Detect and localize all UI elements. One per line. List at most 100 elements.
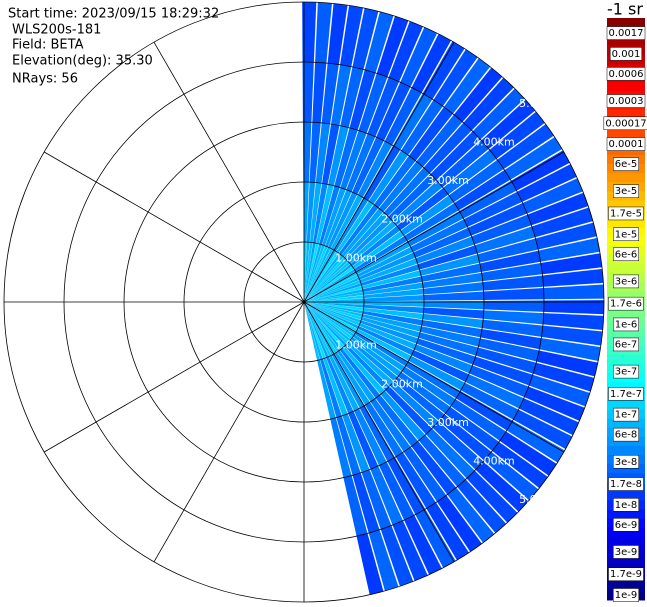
ray-gate (475, 347, 537, 374)
ray-gate (423, 282, 484, 295)
colorbar-label-box (606, 94, 646, 108)
ray-gate (361, 469, 392, 530)
ray-gate (380, 525, 414, 587)
colorbar-label-box (613, 498, 639, 512)
ray-gate (304, 269, 356, 302)
start-time: Start time: 2023/09/15 18:29:32 (8, 7, 219, 22)
ray-gate (304, 302, 353, 340)
ray-gate (423, 122, 472, 174)
ray-layer (302, 1, 604, 595)
ray-gate (478, 338, 540, 362)
ray-gate (357, 246, 414, 277)
range-ring (183, 181, 425, 423)
ray-gate (328, 192, 358, 249)
range-ring-label: 4.00km (473, 454, 515, 467)
colorbar-tick-label: 0.00017 (605, 118, 646, 129)
ray-gate (482, 319, 543, 337)
ray-gate (304, 286, 363, 302)
ray-gate (365, 402, 403, 457)
ray-gate (398, 371, 451, 414)
ray-gate (389, 381, 439, 428)
ray-gate (480, 329, 542, 350)
ray-gate (467, 203, 528, 236)
colorbar-label-box (613, 364, 639, 379)
ray-gate (400, 195, 454, 236)
ray-gate (378, 161, 423, 212)
ray-gate (336, 415, 361, 476)
ray-gate (363, 282, 424, 296)
colorbar-tick-label: 1e-9 (615, 590, 638, 601)
ray-gate (411, 33, 452, 93)
colorbar-tick-label: 3e-6 (615, 276, 638, 287)
ray-gate (543, 284, 604, 300)
colorbar-label-box (606, 67, 646, 81)
ray-gate (527, 192, 589, 226)
ray-gate (416, 114, 463, 167)
ray-gate (450, 399, 507, 441)
ray-gate (304, 243, 319, 302)
ray-gate (359, 258, 418, 283)
ray-gate (304, 249, 337, 302)
ray-gate (511, 150, 570, 191)
ray-gate (304, 302, 362, 323)
colorbar-segment (607, 127, 645, 137)
ray-gate (392, 520, 428, 581)
ray-gate (309, 182, 322, 243)
ray-gate (351, 336, 402, 377)
ray-gate (334, 127, 358, 188)
colorbar-label-box (608, 567, 644, 581)
colorbar-tick-label: 6e-8 (615, 430, 638, 441)
colorbar-label-box (606, 26, 646, 40)
colorbar-segment (607, 309, 645, 319)
colorbar-tick-label: 0.0017 (609, 28, 644, 39)
ray-gate (312, 62, 327, 123)
colorbar-segment (607, 418, 645, 428)
ray-gate (457, 479, 507, 533)
ray-gate (418, 435, 466, 487)
ray-gate (415, 236, 475, 264)
range-ring-label: 5.00km (519, 97, 561, 110)
ray-gate (477, 238, 539, 263)
ray-gate (304, 302, 329, 358)
ray-gate (327, 3, 348, 65)
colorbar-tick-label: 0.001 (612, 49, 641, 60)
ray-gate (483, 310, 544, 325)
ray-gate (466, 470, 518, 523)
colorbar-segment (607, 399, 645, 410)
ray-gate (304, 257, 346, 302)
ray-gate (463, 191, 523, 227)
ray-gate (413, 227, 472, 258)
ray-gate (411, 350, 469, 382)
ray-gate (304, 242, 313, 302)
ray-gate (304, 295, 364, 302)
ray-gate (393, 93, 433, 150)
colorbar-label-box (606, 137, 646, 151)
range-ring (3, 1, 605, 603)
ray-gate (459, 180, 517, 219)
colorbar-segment (607, 554, 645, 565)
ray-gate (416, 338, 476, 365)
ray-gate (330, 417, 352, 478)
ray-gate (304, 302, 363, 317)
ray-gate (304, 266, 354, 302)
colorbar-tick-label: 1.7e-8 (610, 479, 642, 490)
ray-gate (304, 255, 344, 302)
colorbar-label-box (613, 407, 639, 422)
ray-gate (356, 328, 412, 361)
ray-gate (370, 398, 411, 452)
ray-gate (304, 302, 326, 359)
ray-gate (306, 182, 316, 243)
ray-gate (330, 194, 363, 250)
ray-gate (373, 155, 416, 208)
colorbar-label-box (608, 296, 644, 311)
ray-gate (304, 302, 332, 357)
ray-gate (358, 73, 388, 134)
range-ring (63, 61, 545, 543)
ray-gate (304, 244, 325, 302)
ray-gate (418, 332, 479, 356)
spoke (43, 301, 305, 453)
ray-gate (328, 125, 349, 186)
ray-gate (408, 106, 453, 161)
grid-layer: 1.00km 1.00km 2.00km 2.00km 3.00km 3.00km 4.00… (3, 1, 605, 603)
ray-gate (430, 131, 481, 181)
